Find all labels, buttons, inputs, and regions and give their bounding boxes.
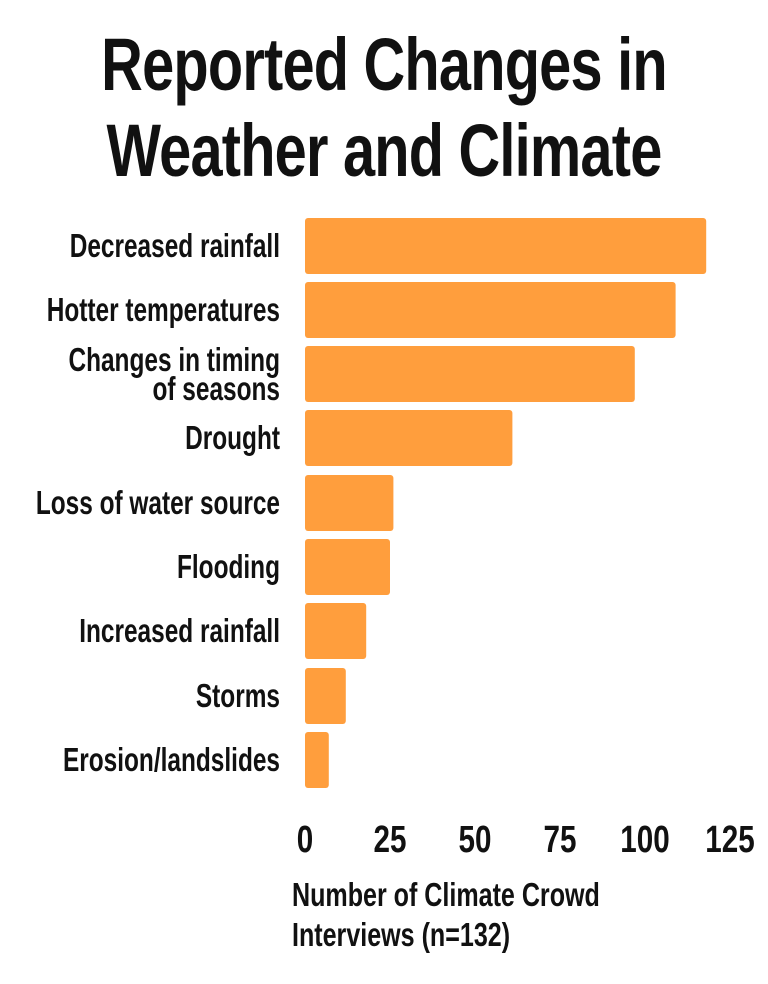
x-tick-label-0: 0	[297, 819, 313, 861]
chart-title-line-2: Weather and Climate	[106, 109, 662, 192]
category-label-8: Erosion/landslides	[63, 743, 280, 779]
x-tick-label-1: 25	[374, 819, 407, 861]
bar-3	[305, 410, 513, 466]
category-label-0: Decreased rainfall	[70, 229, 280, 265]
category-label-6: Increased rainfall	[79, 614, 280, 650]
category-label-5: Flooding	[177, 550, 280, 586]
category-label-7: Storms	[196, 679, 280, 715]
bar-7	[305, 668, 346, 724]
bar-4	[305, 475, 394, 531]
category-label-1: Hotter temperatures	[47, 293, 280, 329]
bar-5	[305, 539, 390, 595]
x-tick-label-2: 50	[459, 819, 492, 861]
category-label-3: Drought	[185, 421, 280, 457]
category-label-2: Changes in timing of seasons	[68, 343, 280, 408]
chart-title-line-1: Reported Changes in	[101, 23, 667, 106]
category-label-4: Loss of water source	[36, 486, 280, 522]
x-tick-label-3: 75	[544, 819, 577, 861]
bar-0	[305, 218, 707, 274]
bar-2	[305, 346, 635, 402]
bar-8	[305, 732, 329, 788]
x-tick-label-4: 100	[620, 819, 669, 861]
bar-1	[305, 282, 676, 338]
x-axis-title: Number of Climate Crowd Interviews (n=132…	[292, 877, 600, 954]
x-tick-label-5: 125	[705, 819, 754, 861]
chart-title: Reported Changes in Weather and Climate	[84, 22, 683, 194]
bar-6	[305, 603, 367, 659]
